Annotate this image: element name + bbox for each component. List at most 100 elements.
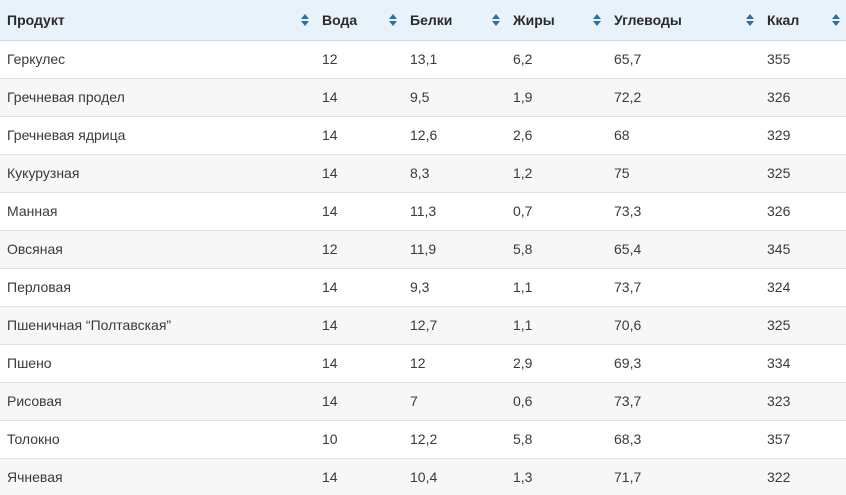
- cell-kcal: 326: [760, 192, 846, 231]
- cell-water: 14: [315, 458, 403, 495]
- column-header-water[interactable]: Вода: [315, 0, 403, 41]
- cell-water: 14: [315, 116, 403, 155]
- cell-fat: 0,7: [506, 192, 607, 231]
- cell-product: Гречневая ядрица: [0, 116, 315, 155]
- cell-product: Гречневая продел: [0, 78, 315, 117]
- cell-kcal: 323: [760, 382, 846, 421]
- table-header: Продукт Вода Белки Жиры Углеводы Ккал: [0, 0, 846, 41]
- cell-carbs: 72,2: [607, 78, 760, 117]
- column-header-product[interactable]: Продукт: [0, 0, 315, 41]
- table-row: Пшено 14 12 2,9 69,3 334: [0, 344, 846, 383]
- cell-product: Перловая: [0, 268, 315, 307]
- column-header-protein[interactable]: Белки: [403, 0, 506, 41]
- table-row: Гречневая продел 14 9,5 1,9 72,2 326: [0, 78, 846, 117]
- cell-carbs: 75: [607, 154, 760, 193]
- cell-carbs: 71,7: [607, 458, 760, 495]
- cell-fat: 6,2: [506, 40, 607, 79]
- cell-carbs: 73,7: [607, 268, 760, 307]
- cell-kcal: 355: [760, 40, 846, 79]
- cell-carbs: 68: [607, 116, 760, 155]
- cell-kcal: 322: [760, 458, 846, 495]
- table-row: Рисовая 14 7 0,6 73,7 323: [0, 382, 846, 421]
- table-row: Овсяная 12 11,9 5,8 65,4 345: [0, 230, 846, 269]
- cell-water: 14: [315, 78, 403, 117]
- cell-kcal: 329: [760, 116, 846, 155]
- cell-fat: 1,1: [506, 306, 607, 345]
- cell-protein: 12,7: [403, 306, 506, 345]
- cell-protein: 7: [403, 382, 506, 421]
- column-header-label: Вода: [322, 11, 358, 28]
- column-header-label: Углеводы: [614, 11, 682, 28]
- cell-fat: 2,6: [506, 116, 607, 155]
- cell-fat: 1,1: [506, 268, 607, 307]
- cell-water: 14: [315, 382, 403, 421]
- cell-protein: 12: [403, 344, 506, 383]
- sort-updown-icon[interactable]: [746, 13, 754, 26]
- table-row: Манная 14 11,3 0,7 73,3 326: [0, 192, 846, 231]
- table-row: Гречневая ядрица 14 12,6 2,6 68 329: [0, 116, 846, 155]
- cell-protein: 9,3: [403, 268, 506, 307]
- cell-protein: 10,4: [403, 458, 506, 495]
- cell-fat: 0,6: [506, 382, 607, 421]
- cell-fat: 1,9: [506, 78, 607, 117]
- table-row: Ячневая 14 10,4 1,3 71,7 322: [0, 458, 846, 495]
- cell-carbs: 65,4: [607, 230, 760, 269]
- cell-carbs: 68,3: [607, 420, 760, 459]
- sort-updown-icon[interactable]: [832, 13, 840, 26]
- cell-kcal: 334: [760, 344, 846, 383]
- cell-product: Ячневая: [0, 458, 315, 495]
- table-row: Пшеничная “Полтавская” 14 12,7 1,1 70,6 325: [0, 306, 846, 345]
- cell-fat: 1,3: [506, 458, 607, 495]
- cell-kcal: 345: [760, 230, 846, 269]
- cell-protein: 13,1: [403, 40, 506, 79]
- cell-water: 12: [315, 40, 403, 79]
- cell-kcal: 325: [760, 154, 846, 193]
- cell-kcal: 324: [760, 268, 846, 307]
- table-row: Кукурузная 14 8,3 1,2 75 325: [0, 154, 846, 193]
- column-header-carbs[interactable]: Углеводы: [607, 0, 760, 41]
- cell-protein: 12,6: [403, 116, 506, 155]
- cell-water: 12: [315, 230, 403, 269]
- cell-protein: 8,3: [403, 154, 506, 193]
- cell-product: Пшеничная “Полтавская”: [0, 306, 315, 345]
- column-header-fat[interactable]: Жиры: [506, 0, 607, 41]
- cell-fat: 2,9: [506, 344, 607, 383]
- table-row: Толокно 10 12,2 5,8 68,3 357: [0, 420, 846, 459]
- cell-protein: 12,2: [403, 420, 506, 459]
- sort-updown-icon[interactable]: [492, 13, 500, 26]
- cell-product: Манная: [0, 192, 315, 231]
- column-header-kcal[interactable]: Ккал: [760, 0, 846, 41]
- sort-updown-icon[interactable]: [389, 13, 397, 26]
- column-header-label: Продукт: [7, 11, 65, 28]
- cell-fat: 5,8: [506, 230, 607, 269]
- cell-kcal: 325: [760, 306, 846, 345]
- cell-product: Овсяная: [0, 230, 315, 269]
- cell-carbs: 65,7: [607, 40, 760, 79]
- table-row: Геркулес 12 13,1 6,2 65,7 355: [0, 40, 846, 79]
- column-header-label: Ккал: [767, 11, 800, 28]
- header-row: Продукт Вода Белки Жиры Углеводы Ккал: [0, 0, 846, 41]
- cell-protein: 11,3: [403, 192, 506, 231]
- cell-product: Пшено: [0, 344, 315, 383]
- sort-updown-icon[interactable]: [593, 13, 601, 26]
- cell-water: 14: [315, 192, 403, 231]
- cell-water: 10: [315, 420, 403, 459]
- cell-protein: 9,5: [403, 78, 506, 117]
- cell-product: Рисовая: [0, 382, 315, 421]
- cell-water: 14: [315, 268, 403, 307]
- cell-kcal: 326: [760, 78, 846, 117]
- cell-carbs: 73,3: [607, 192, 760, 231]
- cell-fat: 1,2: [506, 154, 607, 193]
- table-row: Перловая 14 9,3 1,1 73,7 324: [0, 268, 846, 307]
- cell-product: Толокно: [0, 420, 315, 459]
- cell-kcal: 357: [760, 420, 846, 459]
- cell-water: 14: [315, 344, 403, 383]
- cell-water: 14: [315, 306, 403, 345]
- cell-carbs: 73,7: [607, 382, 760, 421]
- table-body: Геркулес 12 13,1 6,2 65,7 355 Гречневая продел…: [0, 40, 846, 495]
- sort-updown-icon[interactable]: [301, 13, 309, 26]
- cell-product: Геркулес: [0, 40, 315, 79]
- cell-fat: 5,8: [506, 420, 607, 459]
